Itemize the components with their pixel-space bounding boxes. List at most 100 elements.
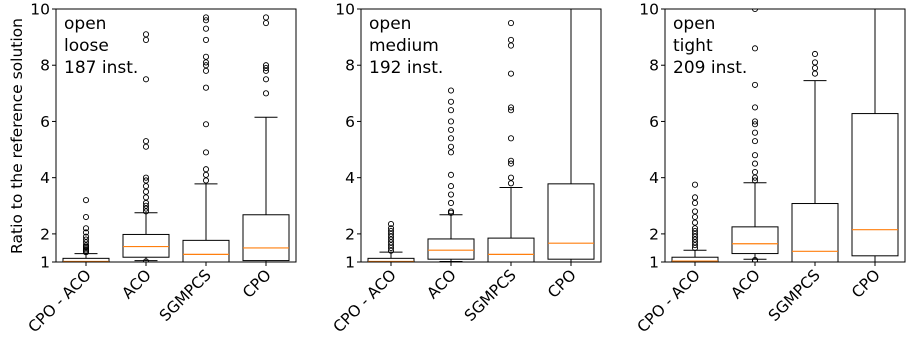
outlier-point [751,121,759,128]
y-tick-label: 6 [40,113,50,131]
outlier-point [507,20,515,27]
x-tick-label: ACO [119,266,155,302]
outlier-point [447,199,455,207]
y-tick-label: 4 [649,169,659,187]
outlier-point [691,208,699,215]
y-tick-label: 10 [639,1,659,19]
outlier-point [811,64,819,72]
x-tick-label: SGMPCS [765,266,824,325]
outlier-point [447,208,455,215]
x-tick-label: ACO [728,266,764,302]
outlier-point [262,14,270,21]
outlier-point [507,174,515,181]
outlier-point [262,76,270,83]
box-cpo [851,9,899,262]
iqr-box [791,203,839,262]
outlier-point [811,50,819,58]
panel-annotation-line: open [64,14,106,34]
outlier-point [507,107,515,114]
y-tick-label: 4 [40,169,50,187]
outlier-point [751,160,759,167]
panel-annotation-line: 209 inst. [673,58,747,78]
outlier-point [387,220,395,228]
outlier-point [202,14,210,21]
box-cpo [242,14,290,262]
y-tick-label: 8 [40,57,50,75]
outlier-point [751,152,759,159]
box-cpo-aco [367,220,415,262]
box-aco [427,87,475,262]
iqr-box [487,237,535,262]
outlier-point [202,121,210,128]
outlier-point [142,76,150,83]
x-tick-label: SGMPCS [461,266,520,325]
x-tick-label: ACO [424,266,460,302]
outlier-point [751,9,759,13]
panel-annotation-line: 187 inst. [64,58,138,78]
outlier-point [202,171,210,178]
outlier-point [202,166,210,173]
outlier-point [202,84,210,91]
y-tick-label: 2 [40,225,50,243]
outlier-point [447,171,455,178]
outlier-point [751,168,759,176]
panel-frame [55,8,297,263]
y-tick-label: 10 [335,1,355,19]
outlier-point [142,188,150,195]
outlier-point [507,135,515,142]
iqr-box [547,183,595,260]
plot-area [671,9,899,262]
outlier-point [691,219,699,226]
outlier-point [447,191,455,198]
outlier-point [82,225,90,232]
outlier-point [447,98,455,105]
outlier-point [447,183,455,190]
y-tick-label: 8 [345,57,355,75]
outlier-point [142,202,150,209]
outlier-point [751,129,759,136]
box-sgmpcs [182,14,230,262]
y-tick-label: 6 [345,113,355,131]
outlier-point [447,107,455,114]
outlier-point [447,135,455,142]
iqr-box [731,226,779,255]
outlier-point [447,143,455,150]
outlier-point [751,138,759,145]
panel-annotation-line: medium [369,36,439,56]
box-sgmpcs [487,20,535,262]
box-aco [731,9,779,262]
box-cpo [547,9,595,262]
y-tick-label: 8 [649,57,659,75]
outlier-point [82,197,90,204]
panel-annotation-line: open [369,14,411,34]
outlier-point [507,70,515,77]
outlier-point [262,62,270,69]
x-tick-label: CPO - ACO [634,266,704,336]
outlier-point [202,67,210,74]
y-tick-label: 1 [345,254,355,272]
outlier-point [751,81,759,88]
outlier-point [751,177,759,184]
plot-area [367,9,595,262]
panel-frame [360,8,602,263]
outlier-point [262,90,270,97]
outlier-point [202,62,210,69]
iqr-box [427,238,475,260]
iqr-box [182,239,230,262]
plot-area [62,14,290,262]
y-tick-label: 1 [649,254,659,272]
outlier-point [751,104,759,111]
iqr-box [242,214,290,262]
outlier-point [691,181,699,188]
outlier-point [142,36,150,43]
panel-annotation-line: tight [673,36,713,56]
outlier-point [202,36,210,43]
outlier-point [142,194,150,201]
y-tick-label: 1 [40,254,50,272]
box-aco [122,31,170,262]
iqr-box [851,113,899,257]
box-sgmpcs [791,50,839,262]
x-tick-label: CPO - ACO [25,266,95,336]
